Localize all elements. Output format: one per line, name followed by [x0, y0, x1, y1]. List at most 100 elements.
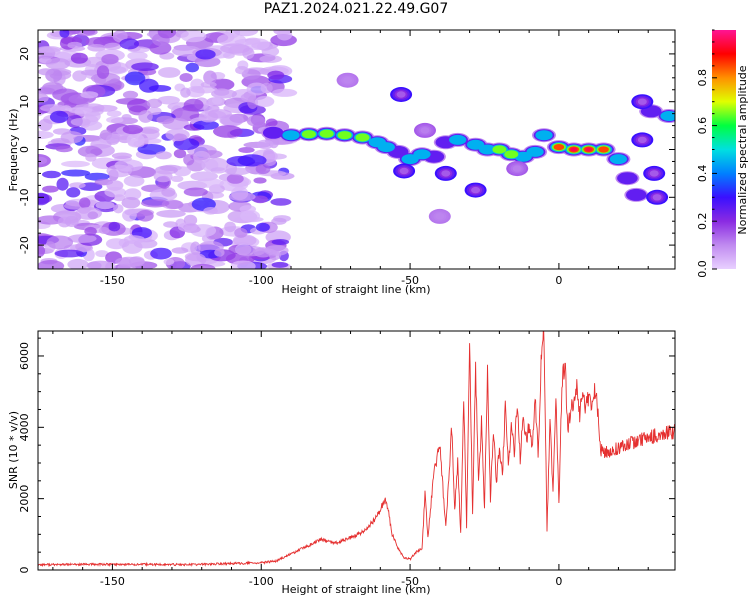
spectrogram-x-tick-label: -50: [401, 274, 419, 287]
colorbar-ticks: 0.0 0.2 0.4 0.6 0.8: [696, 29, 717, 278]
noise-blob: [108, 221, 121, 232]
noise-blob: [217, 33, 247, 47]
snr-y-tick-label: 4000: [18, 413, 31, 441]
noise-blob: [253, 177, 267, 184]
spectral-blob: [649, 170, 659, 177]
noise-blob: [155, 151, 172, 160]
noise-blob: [121, 197, 141, 209]
noise-blob: [235, 66, 249, 75]
noise-blob: [239, 205, 256, 214]
noise-blob: [185, 62, 199, 73]
ridge-point: [553, 144, 565, 151]
colorbar-tick-label: 0.8: [696, 69, 709, 87]
noise-blob: [146, 98, 163, 108]
noise-blob: [127, 98, 151, 113]
noise-blob: [245, 38, 270, 51]
chart-title: PAZ1.2024.021.22.49.G07: [263, 1, 449, 17]
noise-blob: [265, 118, 278, 127]
noise-blob: [200, 81, 217, 88]
noise-blob: [180, 30, 207, 43]
noise-blob: [106, 134, 120, 145]
noise-blob: [256, 139, 274, 150]
noise-blob: [64, 215, 79, 227]
noise-blob: [264, 245, 289, 256]
ridge-point: [377, 142, 395, 153]
noise-blob: [68, 107, 93, 114]
noise-blob: [209, 78, 235, 91]
noise-blob: [127, 51, 148, 61]
ridge-point: [660, 111, 675, 121]
snr-y-tick-label: 6000: [18, 342, 31, 370]
spectrogram-x-tick-label: 0: [555, 274, 562, 287]
noise-blob: [79, 197, 91, 209]
noise-blob: [211, 96, 223, 105]
noise-blob: [246, 82, 267, 96]
noise-blob: [60, 131, 84, 144]
noise-blob: [98, 227, 110, 234]
noise-blob: [203, 207, 218, 215]
noise-blob: [67, 234, 97, 244]
noise-blob: [271, 261, 289, 268]
noise-blob: [170, 175, 184, 182]
noise-blob: [119, 38, 139, 50]
noise-blob: [38, 118, 53, 131]
snr-panel: -150 -100 -50 0 0 2000 4000 6000 Height of stra…: [7, 330, 676, 596]
noise-blob: [87, 260, 114, 269]
spectrogram-y-tick-label: 10: [18, 95, 31, 109]
noise-blob: [122, 209, 137, 222]
noise-blob: [136, 210, 154, 222]
ridge-point: [535, 130, 553, 141]
noise-blob: [38, 87, 56, 95]
noise-blob: [56, 177, 69, 191]
noise-blob: [67, 41, 83, 49]
snr-background: [38, 331, 675, 570]
ridge-point: [504, 150, 519, 159]
noise-blob: [122, 90, 139, 99]
noise-blob: [61, 169, 91, 177]
noise-blob: [38, 46, 62, 53]
noise-blob: [122, 124, 143, 135]
noise-blob: [95, 201, 115, 210]
snr-y-tick-label: 2000: [18, 485, 31, 513]
spectral-blob: [441, 170, 451, 177]
snr-x-tick-label: 0: [555, 575, 562, 588]
noise-blob: [238, 147, 255, 153]
spectrogram-y-tick-label: 20: [18, 47, 31, 61]
ridge-point: [585, 147, 593, 152]
noise-blob: [180, 87, 191, 98]
noise-blob: [270, 198, 292, 206]
ridge-point: [526, 146, 544, 157]
spectrogram-x-tick-label: -100: [249, 274, 274, 287]
noise-blob: [126, 133, 145, 147]
snr-line: [38, 331, 675, 568]
noise-blob: [230, 260, 256, 269]
noise-blob: [75, 30, 98, 37]
noise-blob: [112, 30, 128, 43]
noise-blob: [70, 118, 91, 126]
noise-blob: [254, 96, 275, 107]
colorbar: 0.0 0.2 0.4 0.6 0.8 Normalized spectral ampl…: [696, 29, 749, 278]
spectrogram-y-tick-label: 0: [18, 146, 31, 153]
noise-blob: [196, 178, 224, 188]
snr-x-axis-label: Height of straight line (km): [281, 583, 430, 596]
noise-blob: [165, 200, 184, 210]
noise-blob: [150, 247, 172, 260]
noise-blob: [115, 256, 145, 267]
ridge-point: [301, 130, 316, 139]
noise-blob: [106, 116, 124, 124]
noise-blob: [276, 30, 293, 41]
ridge-point: [626, 188, 647, 201]
noise-blob: [114, 159, 143, 172]
colorbar-gradient: [712, 30, 736, 269]
spectral-blob: [343, 77, 353, 84]
noise-blob: [70, 52, 88, 64]
noise-blob: [271, 88, 298, 97]
noise-blob: [38, 156, 48, 165]
spectrogram-x-tick-label: -150: [100, 274, 125, 287]
ridge-point: [337, 131, 352, 140]
noise-blob: [226, 173, 244, 184]
noise-blob: [131, 62, 159, 71]
noise-blob: [111, 152, 132, 160]
